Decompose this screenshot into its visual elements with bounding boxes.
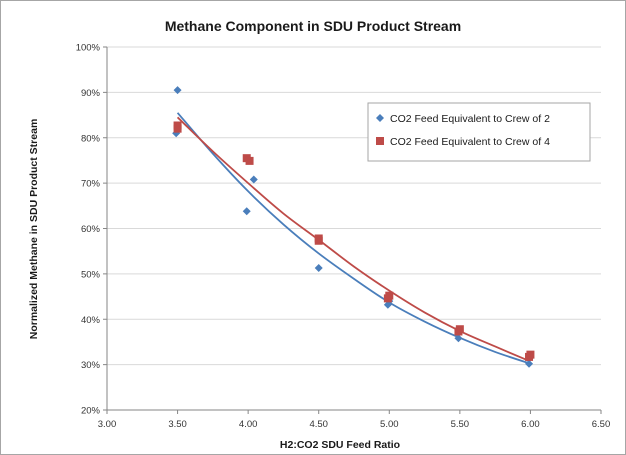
y-tick-label: 70% [81, 179, 101, 190]
x-tick-label: 6.50 [592, 419, 611, 430]
legend-diamond-marker [376, 114, 384, 122]
x-tick-label: 3.00 [98, 419, 117, 430]
data-point-crew-2 [454, 334, 463, 343]
chart-title: Methane Component in SDU Product Stream [165, 18, 461, 34]
data-point-crew-4 [314, 234, 323, 243]
x-tick-label: 4.50 [309, 419, 328, 430]
gridlines [107, 46, 601, 366]
y-tick-label: 30% [81, 360, 101, 371]
legend-square-marker [376, 137, 384, 145]
y-tick-label: 20% [81, 406, 101, 417]
axes: 20% 30% 40% 50% 60% 70% 80% 90% 100% 3.00 3.50 4.00… [76, 43, 611, 431]
data-point-crew-4 [526, 350, 535, 359]
x-tick-label: 6.00 [521, 419, 540, 430]
data-point-crew-4 [455, 325, 464, 334]
legend-label: CO2 Feed Equivalent to Crew of 4 [390, 136, 550, 148]
data-points [172, 86, 535, 368]
y-tick-label: 50% [81, 269, 101, 280]
x-tick-label: 5.50 [451, 419, 470, 430]
y-tick-label: 90% [81, 88, 101, 99]
data-point-crew-2 [314, 263, 323, 272]
data-point-crew-4 [173, 121, 182, 130]
legend-label: CO2 Feed Equivalent to Crew of 2 [390, 113, 550, 125]
data-point-crew-2 [173, 86, 182, 95]
legend: CO2 Feed Equivalent to Crew of 2 CO2 Fee… [367, 102, 591, 162]
data-point-crew-4 [385, 291, 394, 300]
trendlines [176, 112, 531, 365]
trendline-crew-2 [176, 112, 531, 365]
x-tick-label: 3.50 [168, 419, 187, 430]
data-point-crew-4 [245, 156, 254, 165]
x-tick-label: 4.00 [239, 419, 258, 430]
legend-item-crew-4: CO2 Feed Equivalent to Crew of 4 [376, 136, 550, 148]
y-tick-label: 100% [76, 43, 101, 54]
x-tick-label: 5.00 [380, 419, 399, 430]
y-axis-title: Normalized Methane in SDU Product Stream [28, 119, 40, 340]
data-point-crew-2 [249, 175, 258, 184]
legend-box [367, 102, 591, 162]
data-point-crew-2 [525, 359, 534, 368]
data-point-crew-2 [242, 207, 251, 216]
y-tick-label: 80% [81, 133, 101, 144]
legend-item-crew-2: CO2 Feed Equivalent to Crew of 2 [376, 113, 550, 125]
x-axis-title: H2:CO2 SDU Feed Ratio [280, 439, 400, 451]
y-tick-label: 60% [81, 224, 101, 235]
y-tick-label: 40% [81, 315, 101, 326]
trendline-crew-4 [176, 116, 531, 363]
